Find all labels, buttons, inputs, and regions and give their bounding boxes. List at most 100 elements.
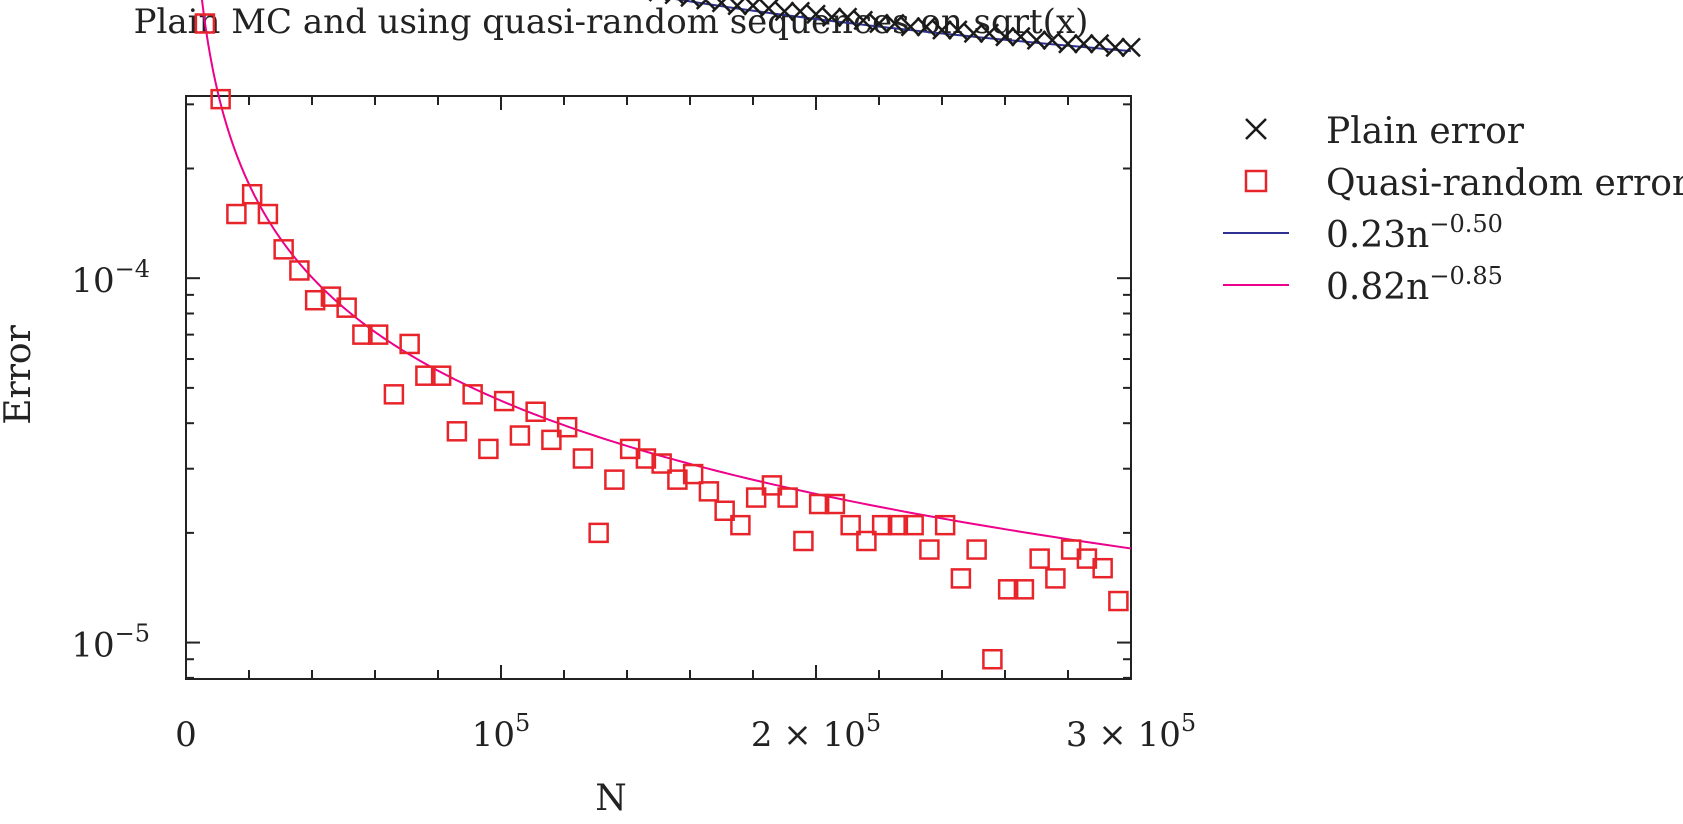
plain-error-point — [1010, 26, 1031, 47]
quasi-random-error-point — [289, 260, 310, 281]
quasi-random-error-point — [462, 384, 483, 405]
quasi-random-error-point — [446, 421, 468, 442]
fit-line — [201, 0, 1132, 550]
quasi-random-error-point — [919, 539, 940, 560]
x-tick-label: 2 × 105 — [751, 709, 881, 755]
legend-label: Quasi-random error — [1326, 163, 1683, 204]
quasi-random-error-point — [1013, 579, 1035, 600]
quasi-random-error-point — [226, 203, 247, 225]
quasi-random-error-point — [808, 493, 830, 515]
plain-error-point — [743, 0, 763, 16]
plain-error-point — [758, 0, 779, 19]
quasi-random-error-point — [1045, 568, 1066, 589]
quasi-random-error-point — [273, 239, 294, 260]
plain-error-point — [1089, 33, 1110, 54]
quasi-random-error-point — [588, 522, 609, 544]
legend-item: 0.82n−0.85 — [1223, 262, 1503, 308]
plain-error-point — [979, 23, 1000, 44]
x-tick-label: 3 × 105 — [1066, 709, 1196, 755]
quasi-random-error-point — [430, 365, 452, 386]
plain-error-point — [648, 0, 669, 2]
quasi-random-error-point — [761, 475, 783, 496]
quasi-random-error-point — [336, 297, 357, 318]
y-tick-label: 10−4 — [71, 255, 150, 301]
plain-error-point — [884, 13, 905, 34]
quasi-random-error-point — [745, 487, 767, 508]
quasi-random-error-point — [541, 429, 562, 451]
quasi-random-error-point — [525, 401, 546, 422]
quasi-random-error-point — [934, 514, 956, 536]
plain-error-point — [869, 13, 889, 34]
quasi-random-error-point — [698, 481, 720, 502]
quasi-random-error-point — [635, 448, 657, 469]
quasi-random-error-point — [824, 493, 846, 515]
plain-error-point — [1058, 33, 1078, 54]
quasi-random-error-point — [241, 183, 263, 205]
quasi-random-error-point — [840, 514, 861, 536]
quasi-random-error-point — [556, 416, 578, 438]
plot-frame — [185, 95, 1132, 680]
plain-error-point — [916, 16, 937, 37]
quasi-random-error-point — [493, 390, 515, 412]
legend-item: Quasi-random error — [1244, 163, 1683, 204]
x-tick-label: 105 — [472, 709, 531, 755]
quasi-random-error-point — [604, 469, 625, 490]
plain-error-point — [1105, 37, 1126, 58]
quasi-random-error-point — [352, 324, 373, 345]
quasi-random-error-point — [966, 539, 987, 560]
plain-error-point — [711, 0, 732, 13]
legend-label: 0.82n−0.85 — [1326, 262, 1503, 308]
plain-error-point — [1042, 30, 1063, 51]
quasi-random-error-point — [367, 324, 389, 345]
plain-error-point — [900, 16, 921, 37]
quasi-random-error-point — [383, 384, 405, 405]
quasi-random-error-point — [1108, 590, 1129, 612]
quasi-random-error-point — [1092, 557, 1113, 579]
legend-item: 0.23n−0.50 — [1223, 210, 1503, 256]
quasi-random-error-point — [887, 514, 909, 536]
legend-label: Plain error — [1326, 111, 1525, 152]
legend: Plain error Quasi-random error 0.23n−0.50 0… — [1223, 111, 1683, 308]
plain-error-point — [853, 10, 874, 31]
quasi-random-error-point — [651, 453, 672, 474]
plain-error-point — [774, 1, 795, 22]
legend-label: 0.23n−0.50 — [1326, 210, 1503, 256]
plain-error-point — [790, 1, 811, 22]
quasi-random-error-point — [856, 530, 877, 552]
plain-error-point — [1073, 33, 1094, 54]
chart-title: Plain MC and using quasi-random sequence… — [134, 2, 1089, 42]
quasi-random-error-point — [399, 333, 420, 355]
quasi-random-error-point — [777, 487, 798, 508]
plain-error-point — [963, 23, 984, 44]
quasi-random-error-point — [1029, 548, 1050, 569]
plain-error-point — [1026, 30, 1047, 51]
plain-error-point — [995, 26, 1015, 47]
legend-square-marker — [1244, 169, 1268, 193]
plain-error-point — [837, 7, 858, 28]
plain-error-point — [821, 7, 842, 28]
quasi-random-error-point — [415, 365, 436, 386]
legend-x-marker — [1245, 118, 1267, 140]
quasi-random-error-point — [210, 88, 231, 110]
quasi-random-error-point — [714, 500, 735, 522]
y-tick-label: 10−5 — [71, 620, 150, 666]
plain-error-point — [806, 4, 826, 25]
quasi-random-error-point — [478, 438, 499, 460]
quasi-random-error-point — [730, 514, 751, 536]
quasi-random-error-point — [682, 463, 704, 485]
quasi-random-error-point — [793, 530, 814, 552]
legend-item: Plain error — [1245, 111, 1525, 152]
quasi-random-error-point — [257, 203, 279, 225]
x-axis-title: N — [595, 778, 627, 819]
plain-error-point — [1121, 37, 1141, 58]
quasi-random-error-point — [304, 289, 326, 311]
y-axis-title: Error — [0, 324, 39, 424]
plain-error-point — [680, 0, 700, 8]
quasi-random-error-point — [950, 568, 972, 589]
quasi-random-error-point — [194, 13, 216, 34]
quasi-random-error-point — [871, 514, 893, 536]
quasi-random-error-point — [982, 648, 1003, 670]
plain-error-point — [695, 0, 716, 10]
